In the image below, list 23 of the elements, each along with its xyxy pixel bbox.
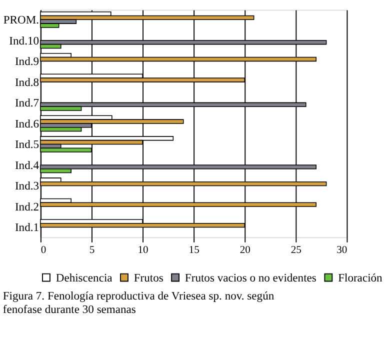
x-tick-label: 25 — [290, 245, 302, 256]
x-tick-label: 5 — [89, 245, 95, 256]
x-tick-label: 0 — [40, 245, 46, 256]
y-tick-label: Ind.3 — [14, 180, 40, 193]
legend-label: Dehiscencia — [56, 272, 112, 284]
y-tick-label: PROM. — [3, 14, 40, 27]
y-tick-label: Ind.1 — [14, 222, 40, 234]
y-tick-label: Ind.6 — [14, 118, 40, 130]
x-tick-label: 10 — [138, 245, 148, 256]
x-tick-label: 20 — [240, 245, 250, 256]
y-tick-label: Ind.9 — [14, 56, 40, 68]
x-tick-label: 30 — [336, 245, 348, 256]
legend-label: Floración — [338, 272, 383, 284]
y-tick-label: Ind.7 — [14, 98, 40, 110]
y-tick-label: Ind.8 — [14, 76, 40, 89]
y-tick-label: Ind.4 — [14, 160, 40, 172]
legend-label: Frutos — [134, 272, 164, 284]
x-tick-label: 15 — [188, 245, 200, 256]
y-tick-label: Ind.5 — [14, 139, 40, 152]
legend-label: Frutos vacios o no evidentes — [184, 272, 317, 284]
text: Figura 7. Fenología reproductiva de Vriesea sp. nov. según fenofase durante 30 semanas — [2, 290, 274, 316]
y-tick-label: Ind.2 — [14, 201, 40, 214]
y-tick-label: Ind.10 — [9, 35, 40, 48]
